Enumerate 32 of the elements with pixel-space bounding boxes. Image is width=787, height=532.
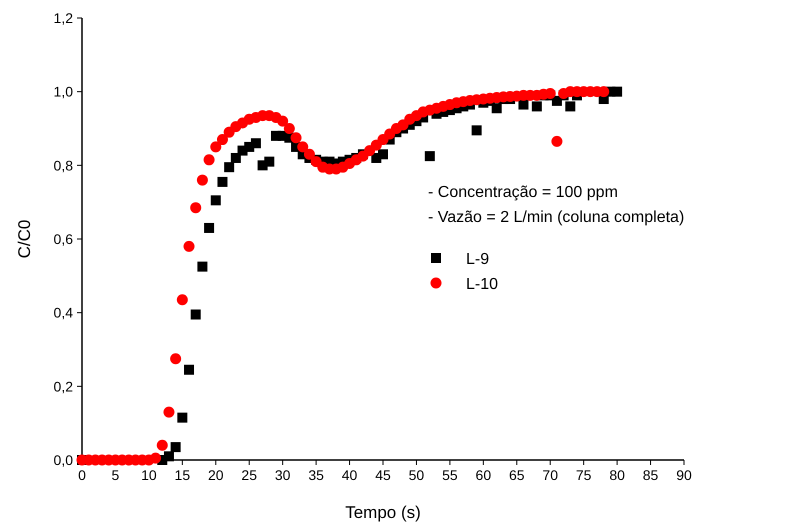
x-tick-label: 50 bbox=[408, 467, 424, 483]
x-tick-label: 90 bbox=[676, 467, 692, 483]
x-axis-title: Tempo (s) bbox=[345, 503, 421, 522]
annotation: - Vazão = 2 L/min (coluna completa) bbox=[428, 209, 684, 226]
x-tick-label: 70 bbox=[542, 467, 558, 483]
legend-label: L-10 bbox=[466, 276, 498, 293]
x-tick-label: 10 bbox=[141, 467, 157, 483]
x-tick-label: 80 bbox=[609, 467, 626, 483]
x-tick-label: 15 bbox=[174, 467, 190, 483]
annotation: - Concentração = 100 ppm bbox=[428, 184, 618, 201]
x-tick-label: 25 bbox=[241, 467, 258, 483]
x-tick-label: 65 bbox=[508, 467, 525, 483]
x-tick-label: 60 bbox=[476, 467, 492, 483]
x-tick-label: 45 bbox=[375, 467, 391, 483]
x-tick-label: 85 bbox=[642, 467, 659, 483]
y-tick-label: 1,2 bbox=[54, 10, 74, 26]
y-tick-label: 0,8 bbox=[54, 157, 74, 174]
x-tick-label: 30 bbox=[274, 467, 291, 483]
y-tick-label: 1,0 bbox=[54, 84, 74, 100]
x-tick-label: 20 bbox=[208, 467, 224, 483]
y-tick-label: 0,0 bbox=[54, 452, 74, 468]
x-tick-label: 5 bbox=[112, 467, 120, 483]
x-tick-label: 0 bbox=[78, 467, 86, 483]
x-tick-label: 35 bbox=[308, 467, 324, 483]
y-axis-title: C/C0 bbox=[15, 220, 34, 258]
x-tick-label: 55 bbox=[442, 467, 458, 483]
x-tick-label: 40 bbox=[342, 467, 358, 483]
legend-label: L-9 bbox=[466, 251, 490, 268]
y-tick-label: 0,6 bbox=[54, 231, 74, 247]
y-tick-label: 0,4 bbox=[54, 304, 74, 321]
y-tick-label: 0,2 bbox=[54, 378, 74, 394]
x-tick-label: 75 bbox=[576, 467, 592, 483]
